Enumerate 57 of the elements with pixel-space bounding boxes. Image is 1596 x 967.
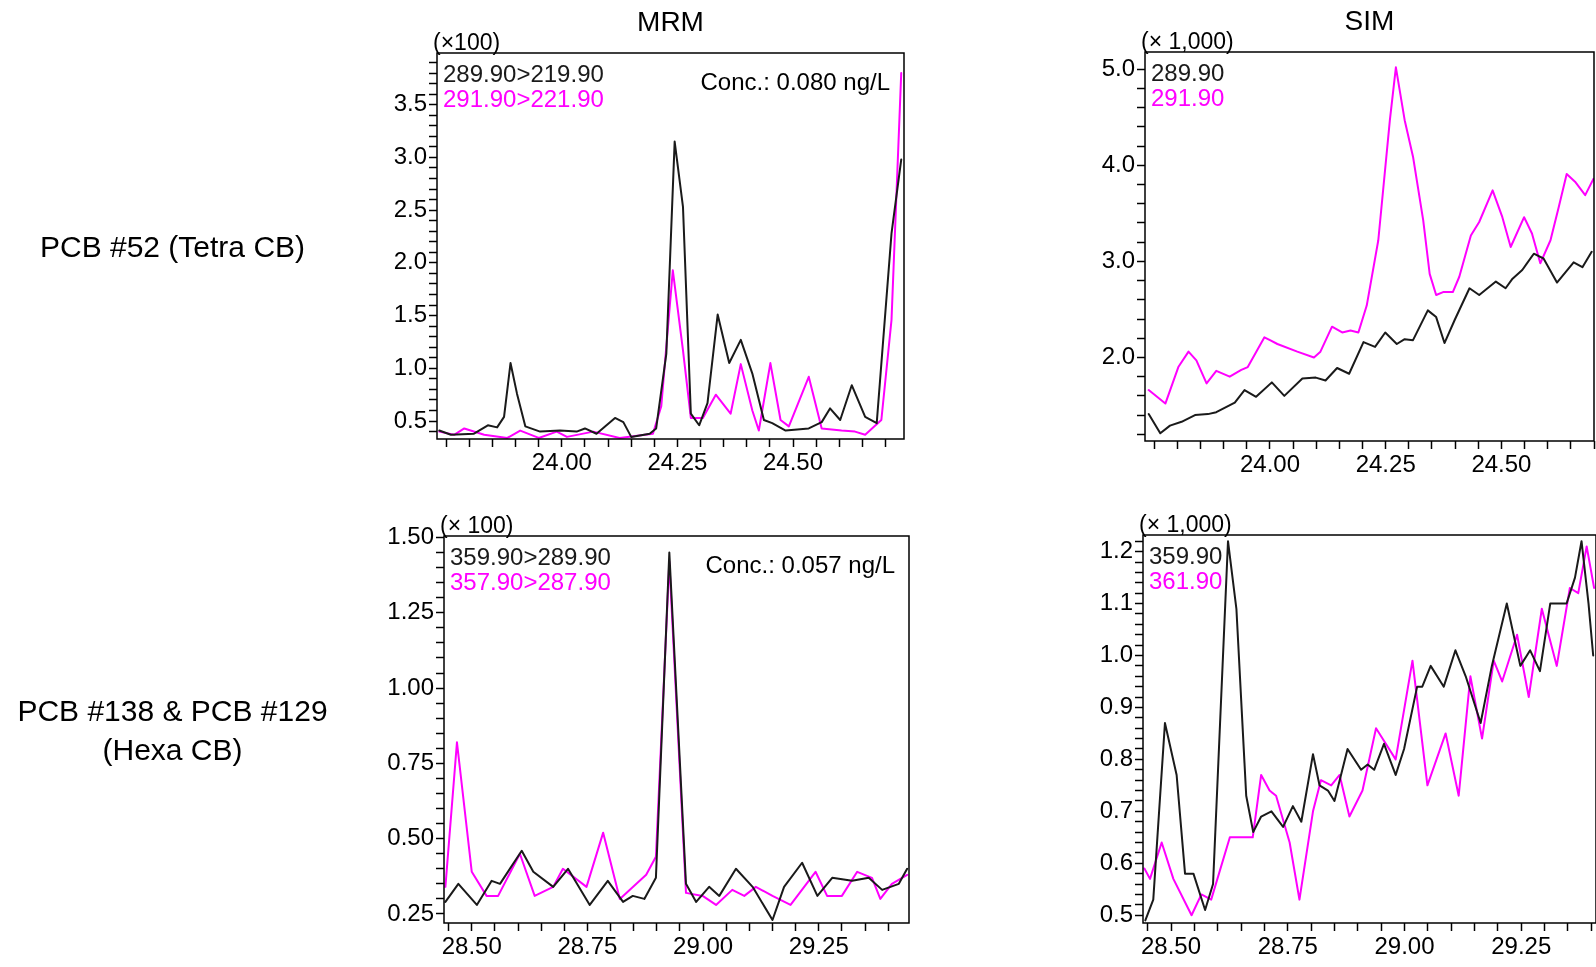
y-axis-title: (× 100) xyxy=(440,512,514,538)
y-tick-label: 0.5 xyxy=(1099,899,1133,927)
y-tick-label: 0.25 xyxy=(387,898,434,926)
text: 291.90 xyxy=(1151,83,1225,111)
y-tick-label: 0.50 xyxy=(387,823,434,851)
chart-title: SIM xyxy=(1344,5,1395,36)
y-tick-label: 2.0 xyxy=(1101,342,1135,370)
y-tick-label: 0.9 xyxy=(1099,692,1133,720)
y-tick-label: 1.25 xyxy=(387,597,434,625)
x-tick-label: 24.00 xyxy=(531,448,592,476)
x-tick-label: 24.25 xyxy=(1355,450,1416,478)
y-tick-label: 1.00 xyxy=(387,672,434,700)
chart-title: MRM xyxy=(637,6,704,37)
x-tick-label: 29.00 xyxy=(1374,932,1435,960)
x-tick-label: 28.50 xyxy=(441,932,502,960)
y-tick-label: 1.50 xyxy=(387,522,434,550)
x-tick-label: 29.25 xyxy=(788,932,849,960)
y-tick-label: 1.1 xyxy=(1099,588,1133,616)
x-tick-label: 24.50 xyxy=(1471,450,1532,478)
y-tick-label: 4.0 xyxy=(1101,149,1135,177)
y-tick-label: 1.2 xyxy=(1099,536,1133,564)
text: 361.90 xyxy=(1149,566,1223,594)
y-tick-label: 5.0 xyxy=(1101,53,1135,81)
y-tick-label: 1.0 xyxy=(393,352,427,380)
y-tick-label: 1.0 xyxy=(1099,640,1133,668)
y-axis-title: (×100) xyxy=(433,29,501,55)
y-tick-label: 2.5 xyxy=(393,194,427,222)
y-axis-title: (× 1,000) xyxy=(1139,511,1232,537)
text: 291.90>221.90 xyxy=(443,84,604,112)
y-tick-label: 3.0 xyxy=(1101,246,1135,274)
x-tick-label: 29.00 xyxy=(673,932,734,960)
x-tick-label: 29.25 xyxy=(1491,932,1552,960)
y-tick-label: 3.5 xyxy=(393,89,427,117)
y-tick-label: 1.5 xyxy=(393,300,427,328)
y-tick-label: 0.75 xyxy=(387,748,434,776)
x-tick-label: 24.25 xyxy=(647,448,708,476)
text: PCB #138 & PCB #129 (Hexa CB) xyxy=(16,692,329,768)
x-tick-label: 24.00 xyxy=(1239,450,1301,478)
x-tick-label: 28.75 xyxy=(1257,932,1318,960)
annotation: Conc.: 0.080 ng/L xyxy=(700,67,890,95)
x-tick-label: 28.75 xyxy=(557,932,618,960)
y-axis-title: (× 1,000) xyxy=(1141,28,1234,54)
y-tick-label: 0.8 xyxy=(1099,744,1133,772)
text: 289.90 xyxy=(1151,58,1225,86)
y-tick-label: 2.0 xyxy=(393,247,427,275)
text: 359.90>289.90 xyxy=(450,542,611,570)
y-tick-label: 0.7 xyxy=(1099,795,1133,823)
x-tick-label: 28.50 xyxy=(1140,932,1202,960)
y-tick-label: 0.5 xyxy=(393,405,427,433)
y-tick-label: 3.0 xyxy=(393,142,427,170)
x-tick-label: 24.50 xyxy=(763,448,824,476)
text: PCB #52 (Tetra CB) xyxy=(38,228,307,265)
series-label: 359.90 xyxy=(1149,541,1223,569)
text: 357.90>287.90 xyxy=(450,567,611,595)
text: 289.90>219.90 xyxy=(443,59,604,87)
annotation: Conc.: 0.057 ng/L xyxy=(705,550,895,578)
y-tick-label: 0.6 xyxy=(1099,847,1133,875)
